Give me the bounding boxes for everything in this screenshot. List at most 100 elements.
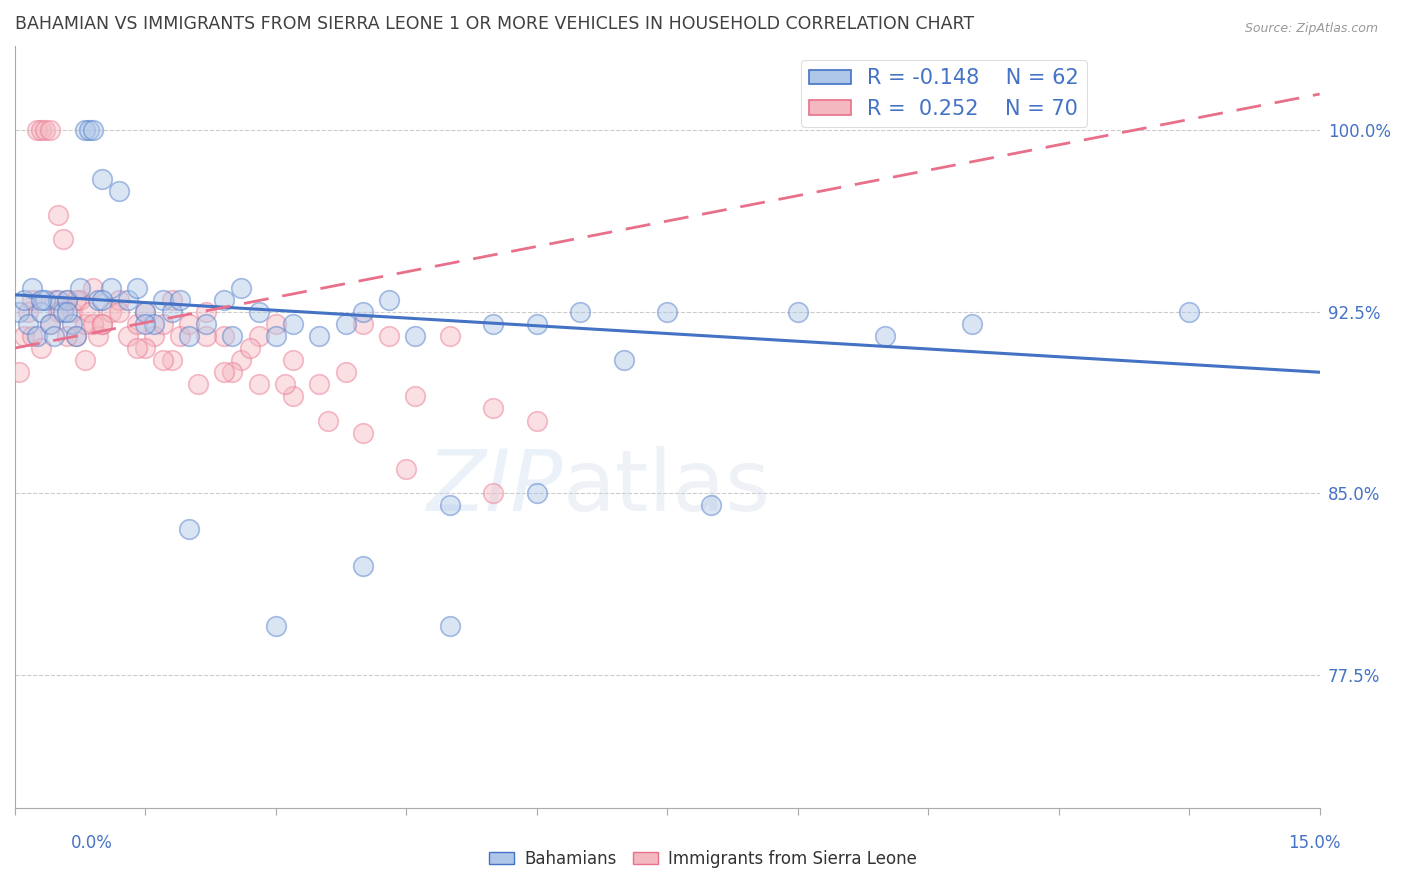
Point	[482, 486, 505, 500]
Text: ZIP: ZIP	[426, 446, 562, 529]
Point	[125, 317, 148, 331]
Point	[86, 329, 108, 343]
Point	[247, 377, 270, 392]
Point	[108, 293, 131, 307]
Point	[152, 317, 174, 331]
Point	[960, 317, 983, 331]
Point	[239, 341, 262, 355]
Point	[86, 293, 108, 307]
Point	[352, 558, 374, 573]
Point	[69, 280, 91, 294]
Point	[48, 293, 70, 307]
Point	[335, 317, 357, 331]
Point	[283, 353, 305, 368]
Point	[134, 304, 156, 318]
Point	[117, 329, 139, 343]
Point	[482, 317, 505, 331]
Point	[30, 293, 52, 307]
Point	[82, 317, 104, 331]
Point	[283, 389, 305, 403]
Point	[212, 365, 235, 379]
Point	[439, 498, 461, 512]
Point	[195, 317, 218, 331]
Point	[1178, 304, 1201, 318]
Point	[8, 304, 31, 318]
Point	[52, 232, 75, 246]
Point	[569, 304, 592, 318]
Point	[160, 304, 183, 318]
Point	[152, 353, 174, 368]
Point	[152, 293, 174, 307]
Point	[69, 293, 91, 307]
Point	[352, 317, 374, 331]
Point	[177, 329, 200, 343]
Point	[134, 304, 156, 318]
Point	[91, 171, 114, 186]
Point	[17, 317, 39, 331]
Point	[308, 377, 330, 392]
Point	[108, 304, 131, 318]
Point	[395, 462, 418, 476]
Point	[52, 304, 75, 318]
Point	[195, 329, 218, 343]
Point	[873, 329, 896, 343]
Point	[60, 304, 83, 318]
Point	[247, 304, 270, 318]
Point	[160, 353, 183, 368]
Point	[404, 389, 426, 403]
Point	[378, 293, 401, 307]
Point	[38, 317, 60, 331]
Point	[169, 293, 191, 307]
Point	[231, 280, 253, 294]
Point	[38, 123, 60, 137]
Point	[526, 486, 548, 500]
Point	[44, 293, 66, 307]
Point	[91, 293, 114, 307]
Point	[143, 329, 166, 343]
Point	[21, 293, 44, 307]
Text: atlas: atlas	[562, 446, 770, 529]
Point	[264, 619, 287, 633]
Point	[125, 341, 148, 355]
Point	[17, 304, 39, 318]
Point	[134, 317, 156, 331]
Text: Source: ZipAtlas.com: Source: ZipAtlas.com	[1244, 22, 1378, 36]
Point	[21, 329, 44, 343]
Point	[264, 329, 287, 343]
Point	[231, 353, 253, 368]
Point	[125, 280, 148, 294]
Point	[195, 304, 218, 318]
Point	[82, 123, 104, 137]
Point	[404, 329, 426, 343]
Point	[378, 329, 401, 343]
Point	[48, 208, 70, 222]
Point	[273, 377, 295, 392]
Point	[212, 293, 235, 307]
Point	[34, 123, 56, 137]
Point	[30, 341, 52, 355]
Point	[117, 293, 139, 307]
Point	[700, 498, 723, 512]
Point	[108, 184, 131, 198]
Point	[38, 317, 60, 331]
Point	[247, 329, 270, 343]
Point	[439, 329, 461, 343]
Text: BAHAMIAN VS IMMIGRANTS FROM SIERRA LEONE 1 OR MORE VEHICLES IN HOUSEHOLD CORRELA: BAHAMIAN VS IMMIGRANTS FROM SIERRA LEONE…	[15, 15, 974, 33]
Point	[352, 425, 374, 440]
Point	[56, 293, 79, 307]
Point	[526, 317, 548, 331]
Point	[82, 280, 104, 294]
Point	[160, 293, 183, 307]
Point	[526, 414, 548, 428]
Point	[169, 329, 191, 343]
Point	[177, 523, 200, 537]
Point	[221, 329, 243, 343]
Point	[100, 280, 122, 294]
Point	[48, 304, 70, 318]
Point	[56, 329, 79, 343]
Point	[8, 365, 31, 379]
Point	[65, 293, 87, 307]
Point	[65, 329, 87, 343]
Text: 15.0%: 15.0%	[1288, 834, 1341, 852]
Point	[786, 304, 808, 318]
